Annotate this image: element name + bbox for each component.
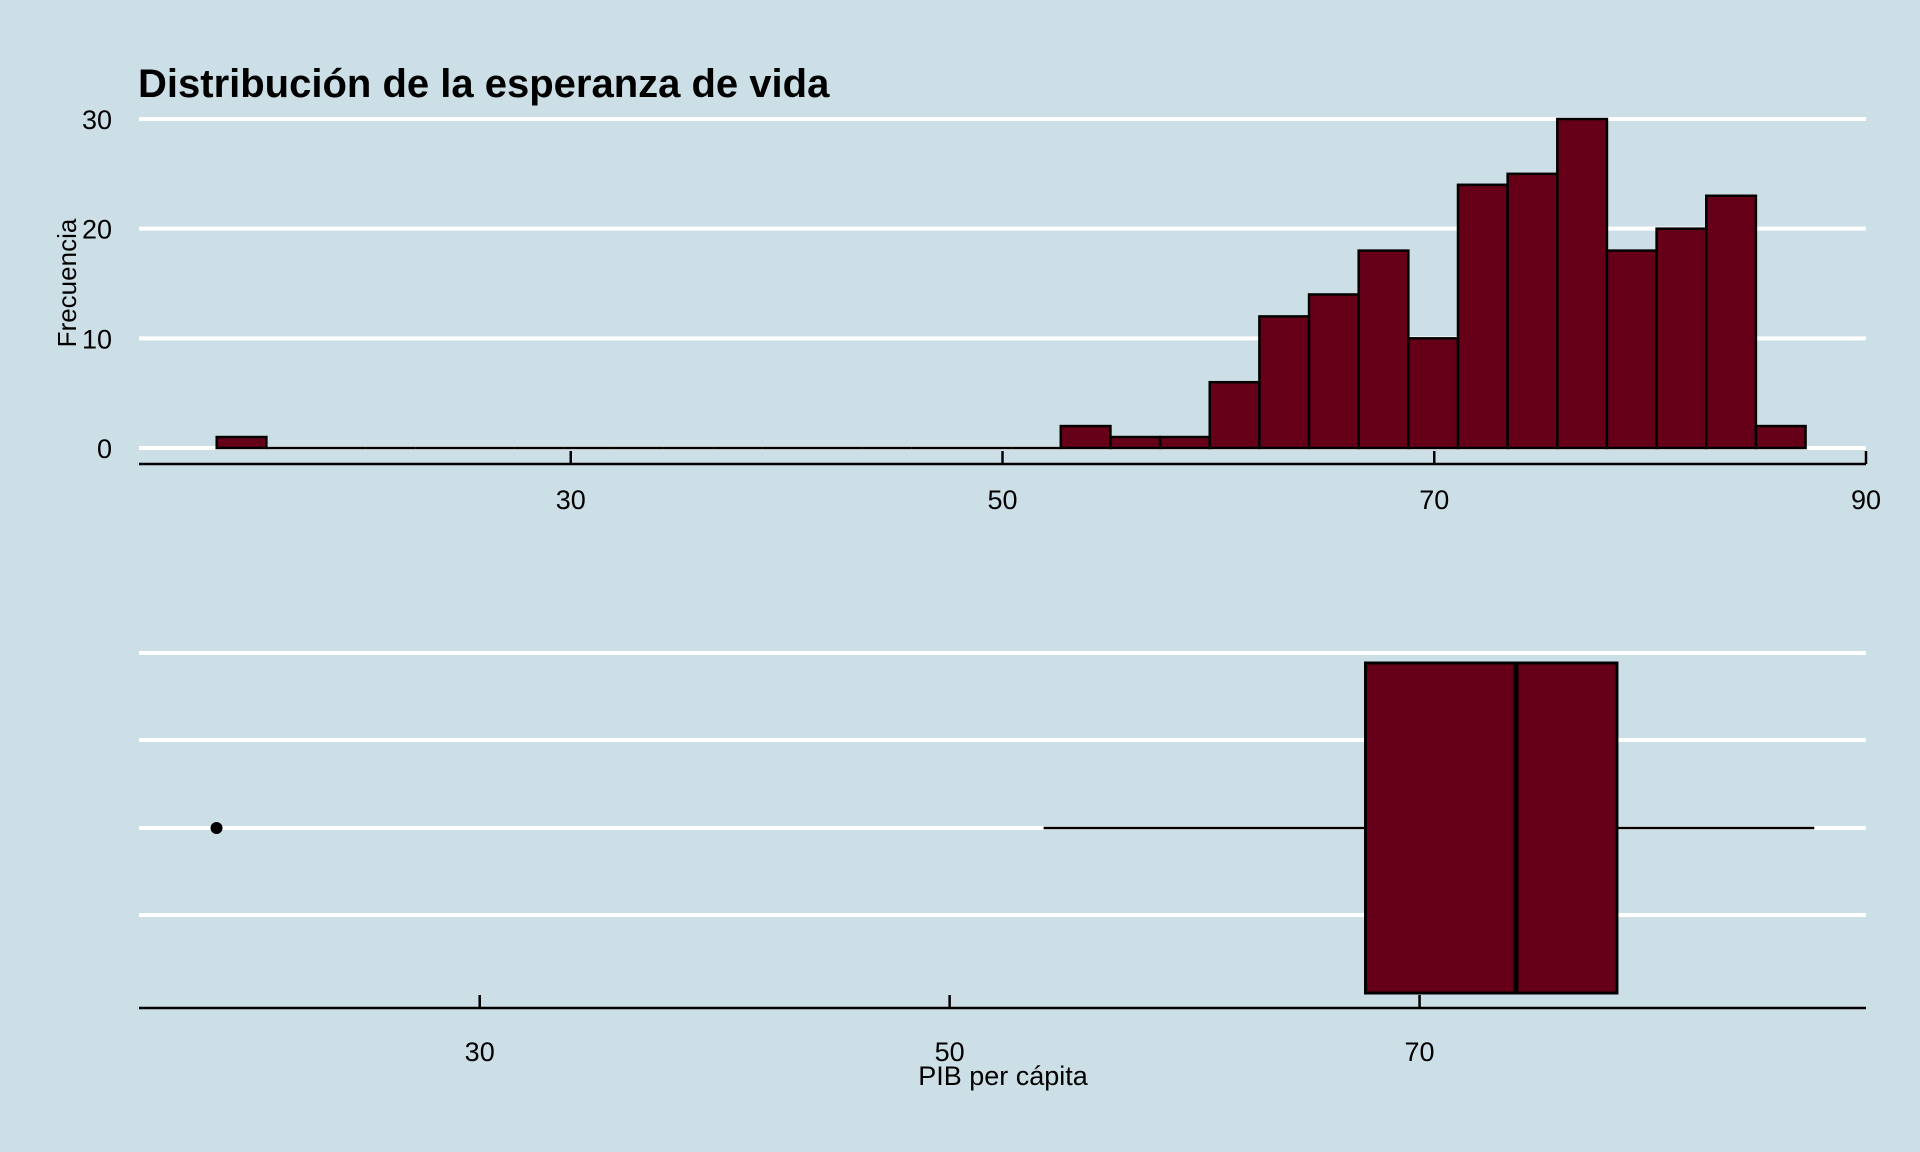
histogram-x-tick-label: 70 (1419, 485, 1449, 515)
histogram-y-tick-label: 10 (82, 324, 112, 354)
histogram-bar (1407, 337, 1460, 450)
boxplot-panel: 30 50 70 PIB per cápita (139, 651, 1866, 1091)
boxplot-marks (210, 661, 1815, 995)
histogram-bar (1059, 424, 1112, 450)
boxplot-x-tick-label: 50 (935, 1037, 965, 1067)
boxplot-outlier-point (210, 822, 223, 834)
histogram-bar (1605, 249, 1658, 450)
histogram-axes: 30 50 70 90 0 10 20 30 (82, 105, 1881, 515)
histogram-bar (1556, 117, 1609, 450)
histogram-x-tick-label: 90 (1851, 485, 1881, 515)
histogram-y-tick-label: 0 (97, 434, 112, 464)
boxplot-x-tick-label: 70 (1405, 1037, 1435, 1067)
histogram-panel: 30 50 70 90 0 10 20 30 Distribución de la esper… (52, 62, 1881, 515)
histogram-bar (1754, 424, 1807, 450)
histogram-bar (1705, 194, 1758, 450)
histogram-title: Distribución de la esperanza de vida (138, 62, 830, 106)
histogram-x-tick-label: 50 (987, 485, 1017, 515)
histogram-bar (1357, 249, 1410, 450)
histogram-bars (215, 117, 1807, 450)
boxplot-x-tick-label: 30 (465, 1037, 495, 1067)
histogram-x-tick-label: 30 (556, 485, 586, 515)
histogram-bar (1307, 293, 1360, 450)
histogram-bar (1506, 172, 1559, 450)
boxplot-x-axis-label: PIB per cápita (918, 1061, 1089, 1091)
boxplot-axes: 30 50 70 (139, 995, 1866, 1067)
histogram-bar (1258, 315, 1311, 450)
histogram-bar (1109, 435, 1162, 450)
boxplot-box (1364, 661, 1619, 995)
histogram-y-tick-label: 20 (82, 215, 112, 245)
histogram-bar (1456, 183, 1509, 450)
histogram-bar (1208, 380, 1261, 450)
histogram-bar (215, 435, 268, 450)
histogram-y-tick-label: 30 (82, 105, 112, 135)
histogram-bar (1158, 435, 1211, 450)
histogram-y-axis-label: Frecuencia (52, 218, 82, 347)
histogram-bar (1655, 227, 1708, 450)
